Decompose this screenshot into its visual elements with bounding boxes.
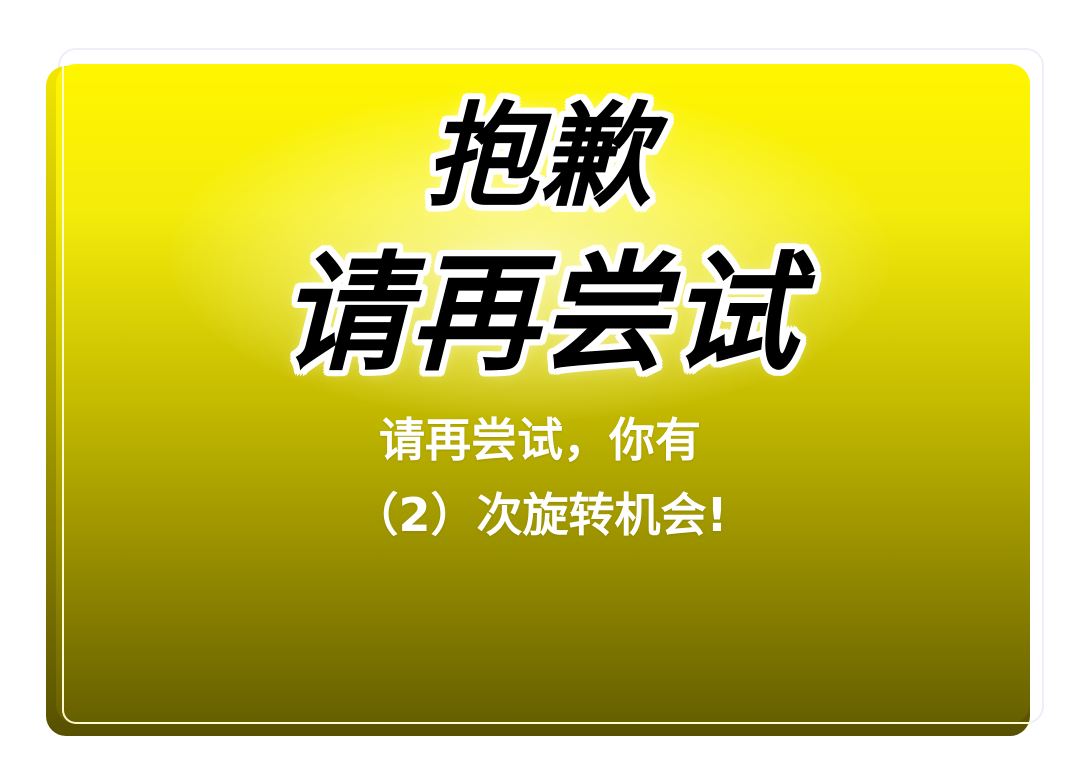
sorry-headline: 抱歉 [426,92,654,222]
spins-remaining-message: （2）次旋转机会! [352,488,728,542]
headline-glow [170,90,890,420]
retry-message: 请再尝试，你有 [379,413,701,467]
try-again-headline: 请再尝试 [279,240,800,389]
